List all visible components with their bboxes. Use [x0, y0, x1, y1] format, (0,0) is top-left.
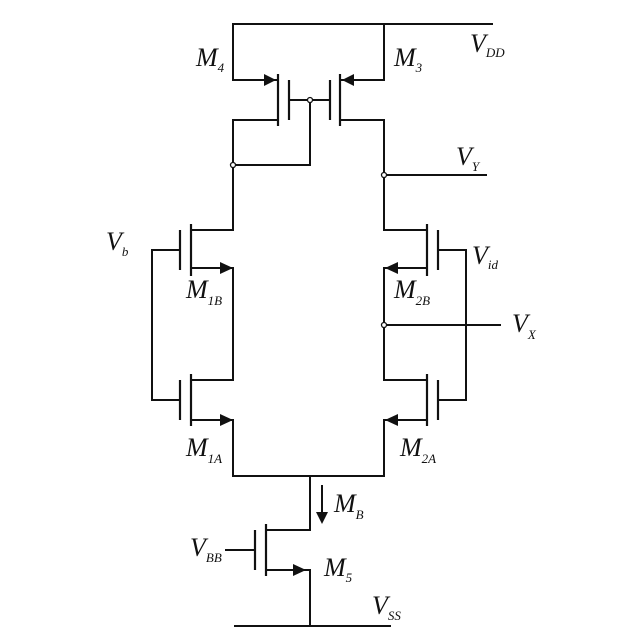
vbb-label: VBB	[190, 533, 222, 565]
left-column-wire	[229, 119, 237, 231]
m5-label: M5	[323, 553, 353, 585]
m3-label: M3	[393, 43, 423, 75]
vy-label: VY	[456, 142, 481, 174]
mb-current-label: MB	[333, 489, 364, 522]
vb-label: Vb	[106, 227, 129, 259]
tail-current-arrow	[316, 485, 328, 524]
vid-gate-wire	[380, 249, 501, 401]
m3-transistor	[309, 23, 385, 126]
vb-gate-wire	[151, 249, 181, 401]
tail-node-wire	[232, 475, 385, 531]
vx-label: VX	[512, 309, 537, 342]
vss-label: VSS	[372, 591, 401, 623]
m2a-label: M2A	[399, 433, 436, 466]
m5-transistor	[225, 524, 311, 627]
m2b-label: M2B	[393, 275, 430, 308]
m4-label: M4	[195, 43, 225, 75]
vid-label: Vid	[472, 241, 499, 272]
m2a-transistor	[383, 374, 440, 477]
right-column-wire	[380, 119, 487, 231]
m1b-source-arrow	[220, 262, 233, 274]
m1b-label: M1B	[185, 275, 222, 308]
m1b-transistor	[178, 224, 234, 381]
m1a-transistor	[178, 374, 234, 477]
gate-tie-wire	[232, 96, 314, 166]
m4-transistor	[232, 23, 311, 126]
m4-source-arrow	[264, 74, 276, 86]
m2b-source-arrow	[385, 262, 398, 274]
m3-source-arrow	[342, 74, 354, 86]
m5-source-arrow	[293, 564, 306, 576]
m1a-label: M1A	[185, 433, 222, 466]
vdd-label: VDD	[470, 29, 505, 60]
m2a-source-arrow	[385, 414, 398, 426]
m1a-source-arrow	[220, 414, 233, 426]
